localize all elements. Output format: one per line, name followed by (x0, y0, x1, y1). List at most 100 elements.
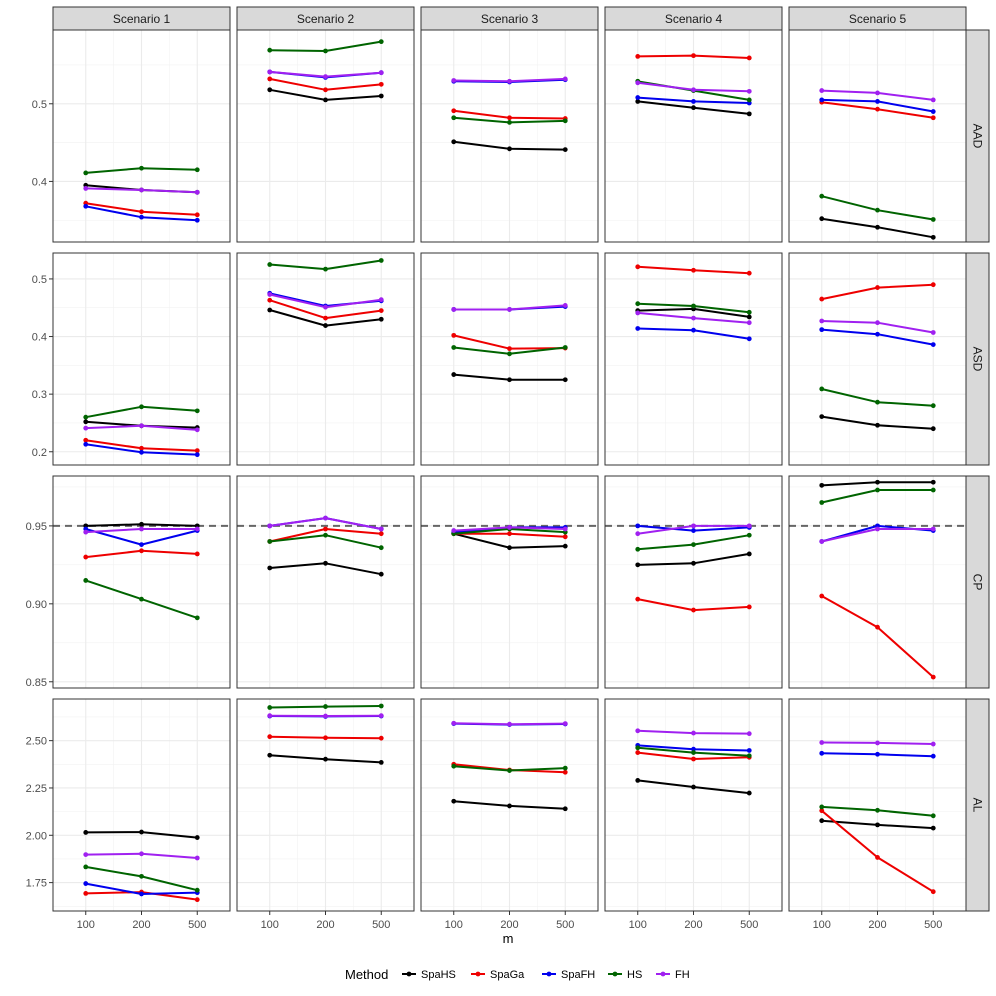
data-point-fh (139, 851, 144, 857)
data-point-spaga (378, 308, 384, 314)
data-point-hs (746, 532, 752, 538)
y-tick-label: 0.95 (26, 521, 47, 533)
panel-cp-scenario-3 (420, 475, 599, 689)
y-tick-label: 0.5 (32, 274, 47, 286)
data-point-spaga (746, 55, 752, 61)
data-point-spafh (635, 523, 641, 529)
data-point-hs (691, 750, 696, 755)
panel-border (788, 29, 967, 243)
data-point-spaga (323, 315, 328, 321)
data-point-fh (691, 523, 696, 529)
y-tick-label: 0.5 (32, 99, 47, 111)
legend-label: SpaFH (561, 969, 595, 981)
data-point-fh (194, 526, 200, 532)
legend-item-hs: HS (608, 969, 642, 981)
x-tick-label: 500 (556, 919, 574, 931)
data-point-spaga (819, 808, 825, 814)
data-point-spafh (875, 331, 880, 337)
data-point-fh (875, 740, 880, 746)
y-tick-label: 1.75 (26, 878, 47, 890)
data-point-spafh (139, 214, 144, 220)
panel-border (420, 475, 599, 689)
data-point-fh (562, 721, 568, 727)
data-point-hs (378, 545, 384, 551)
data-point-spahs (507, 545, 512, 551)
data-point-hs (139, 165, 144, 171)
data-point-fh (267, 69, 273, 75)
data-point-fh (378, 297, 384, 303)
data-point-spaga (930, 282, 936, 288)
data-point-fh (507, 721, 512, 727)
legend-key-point (612, 971, 618, 977)
data-point-fh (746, 523, 752, 529)
panel-border (420, 252, 599, 466)
legend-label: SpaGa (490, 969, 525, 981)
data-point-hs (507, 768, 512, 773)
data-point-fh (323, 74, 328, 79)
panel-asd-scenario-5 (788, 252, 967, 466)
data-point-hs (875, 207, 880, 213)
data-point-fh (562, 76, 568, 82)
data-point-hs (139, 404, 144, 410)
data-point-fh (875, 90, 880, 96)
data-point-fh (194, 189, 200, 195)
strip-label-scenario-4: Scenario 4 (665, 12, 723, 26)
data-point-spahs (323, 756, 328, 762)
data-point-spafh (635, 326, 641, 331)
panel-aad-scenario-5 (788, 29, 967, 243)
data-point-hs (323, 704, 328, 709)
data-point-spahs (451, 139, 457, 145)
data-point-hs (323, 48, 328, 54)
data-point-spafh (819, 97, 825, 103)
data-point-hs (194, 408, 200, 414)
data-point-fh (267, 292, 273, 297)
legend: Method SpaHS SpaGa SpaFH HS FH (345, 967, 690, 982)
data-point-spafh (819, 750, 825, 756)
data-point-fh (930, 97, 936, 103)
data-point-spafh (83, 441, 89, 447)
panel-border (236, 29, 415, 243)
data-point-hs (562, 765, 568, 771)
panel-asd-scenario-1 (52, 252, 231, 466)
panel-border (604, 29, 783, 243)
data-point-hs (746, 309, 752, 315)
data-point-spaga (507, 115, 512, 121)
legend-item-spahs: SpaHS (402, 969, 456, 981)
data-point-hs (451, 115, 457, 121)
data-point-hs (562, 118, 568, 124)
data-point-spafh (83, 881, 89, 886)
y-axes: 0.4 0.5 0.2 0.3 0.4 0.5 0.85 0.90 0.95 1.75 2.00 2.… (26, 99, 53, 890)
x-tick-label: 200 (316, 919, 334, 931)
data-point-fh (139, 526, 144, 532)
data-point-fh (451, 528, 457, 533)
data-point-spaga (691, 53, 696, 59)
panel-border (52, 29, 231, 243)
panel-border (52, 475, 231, 689)
data-point-spahs (691, 105, 696, 111)
data-point-hs (875, 807, 880, 813)
data-point-spafh (746, 336, 752, 342)
data-point-spahs (267, 87, 273, 93)
data-point-spaga (139, 445, 144, 451)
data-point-spafh (819, 327, 825, 333)
x-tick-label: 100 (445, 919, 463, 931)
data-point-hs (875, 399, 880, 405)
data-point-fh (746, 731, 752, 737)
data-point-spafh (691, 327, 696, 333)
panel-aad-scenario-2 (236, 29, 415, 243)
data-point-hs (930, 403, 936, 409)
strip-label-aad: AAD (971, 124, 985, 149)
data-point-fh (635, 728, 641, 734)
data-point-spaga (194, 212, 200, 218)
data-point-spaga (875, 855, 880, 860)
panel-aad-scenario-1 (52, 29, 231, 243)
data-point-spafh (875, 751, 880, 757)
data-point-fh (930, 526, 936, 532)
data-point-spaga (819, 296, 825, 302)
data-point-spahs (635, 99, 641, 104)
strip-label-scenario-1: Scenario 1 (113, 12, 171, 26)
data-point-spahs (562, 377, 568, 383)
legend-label: HS (627, 969, 642, 981)
data-point-spahs (819, 818, 825, 824)
panel-border (236, 252, 415, 466)
